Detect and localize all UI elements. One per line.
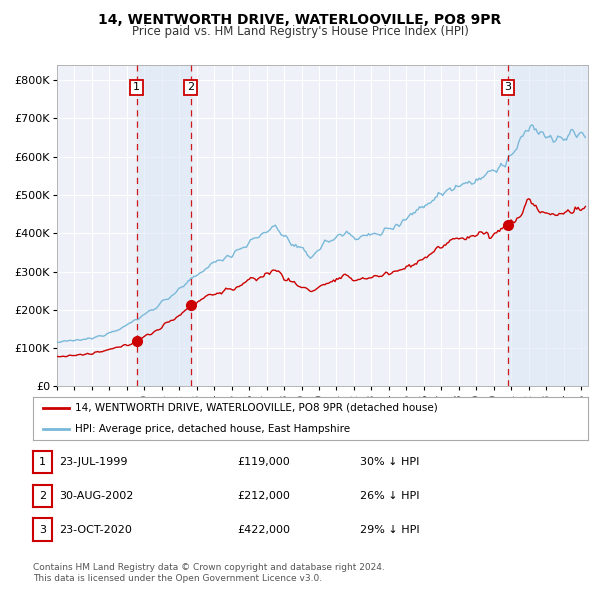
Text: 1: 1 [39, 457, 46, 467]
Text: Contains HM Land Registry data © Crown copyright and database right 2024.: Contains HM Land Registry data © Crown c… [33, 563, 385, 572]
Text: 14, WENTWORTH DRIVE, WATERLOOVILLE, PO8 9PR (detached house): 14, WENTWORTH DRIVE, WATERLOOVILLE, PO8 … [74, 403, 437, 412]
Text: 23-JUL-1999: 23-JUL-1999 [59, 457, 127, 467]
Text: 3: 3 [505, 83, 511, 93]
Text: 3: 3 [39, 525, 46, 535]
Text: £422,000: £422,000 [237, 525, 290, 535]
Text: 30-AUG-2002: 30-AUG-2002 [59, 491, 133, 501]
Text: 14, WENTWORTH DRIVE, WATERLOOVILLE, PO8 9PR: 14, WENTWORTH DRIVE, WATERLOOVILLE, PO8 … [98, 13, 502, 27]
Text: 2: 2 [39, 491, 46, 501]
Text: £119,000: £119,000 [237, 457, 290, 467]
Text: 23-OCT-2020: 23-OCT-2020 [59, 525, 131, 535]
Text: 29% ↓ HPI: 29% ↓ HPI [360, 525, 419, 535]
Text: £212,000: £212,000 [237, 491, 290, 501]
Text: HPI: Average price, detached house, East Hampshire: HPI: Average price, detached house, East… [74, 424, 350, 434]
Text: This data is licensed under the Open Government Licence v3.0.: This data is licensed under the Open Gov… [33, 574, 322, 583]
Text: Price paid vs. HM Land Registry's House Price Index (HPI): Price paid vs. HM Land Registry's House … [131, 25, 469, 38]
Text: 26% ↓ HPI: 26% ↓ HPI [360, 491, 419, 501]
Text: 1: 1 [133, 83, 140, 93]
Text: 30% ↓ HPI: 30% ↓ HPI [360, 457, 419, 467]
Bar [508, 65, 588, 386]
Bar [137, 65, 191, 386]
Text: 2: 2 [187, 83, 194, 93]
